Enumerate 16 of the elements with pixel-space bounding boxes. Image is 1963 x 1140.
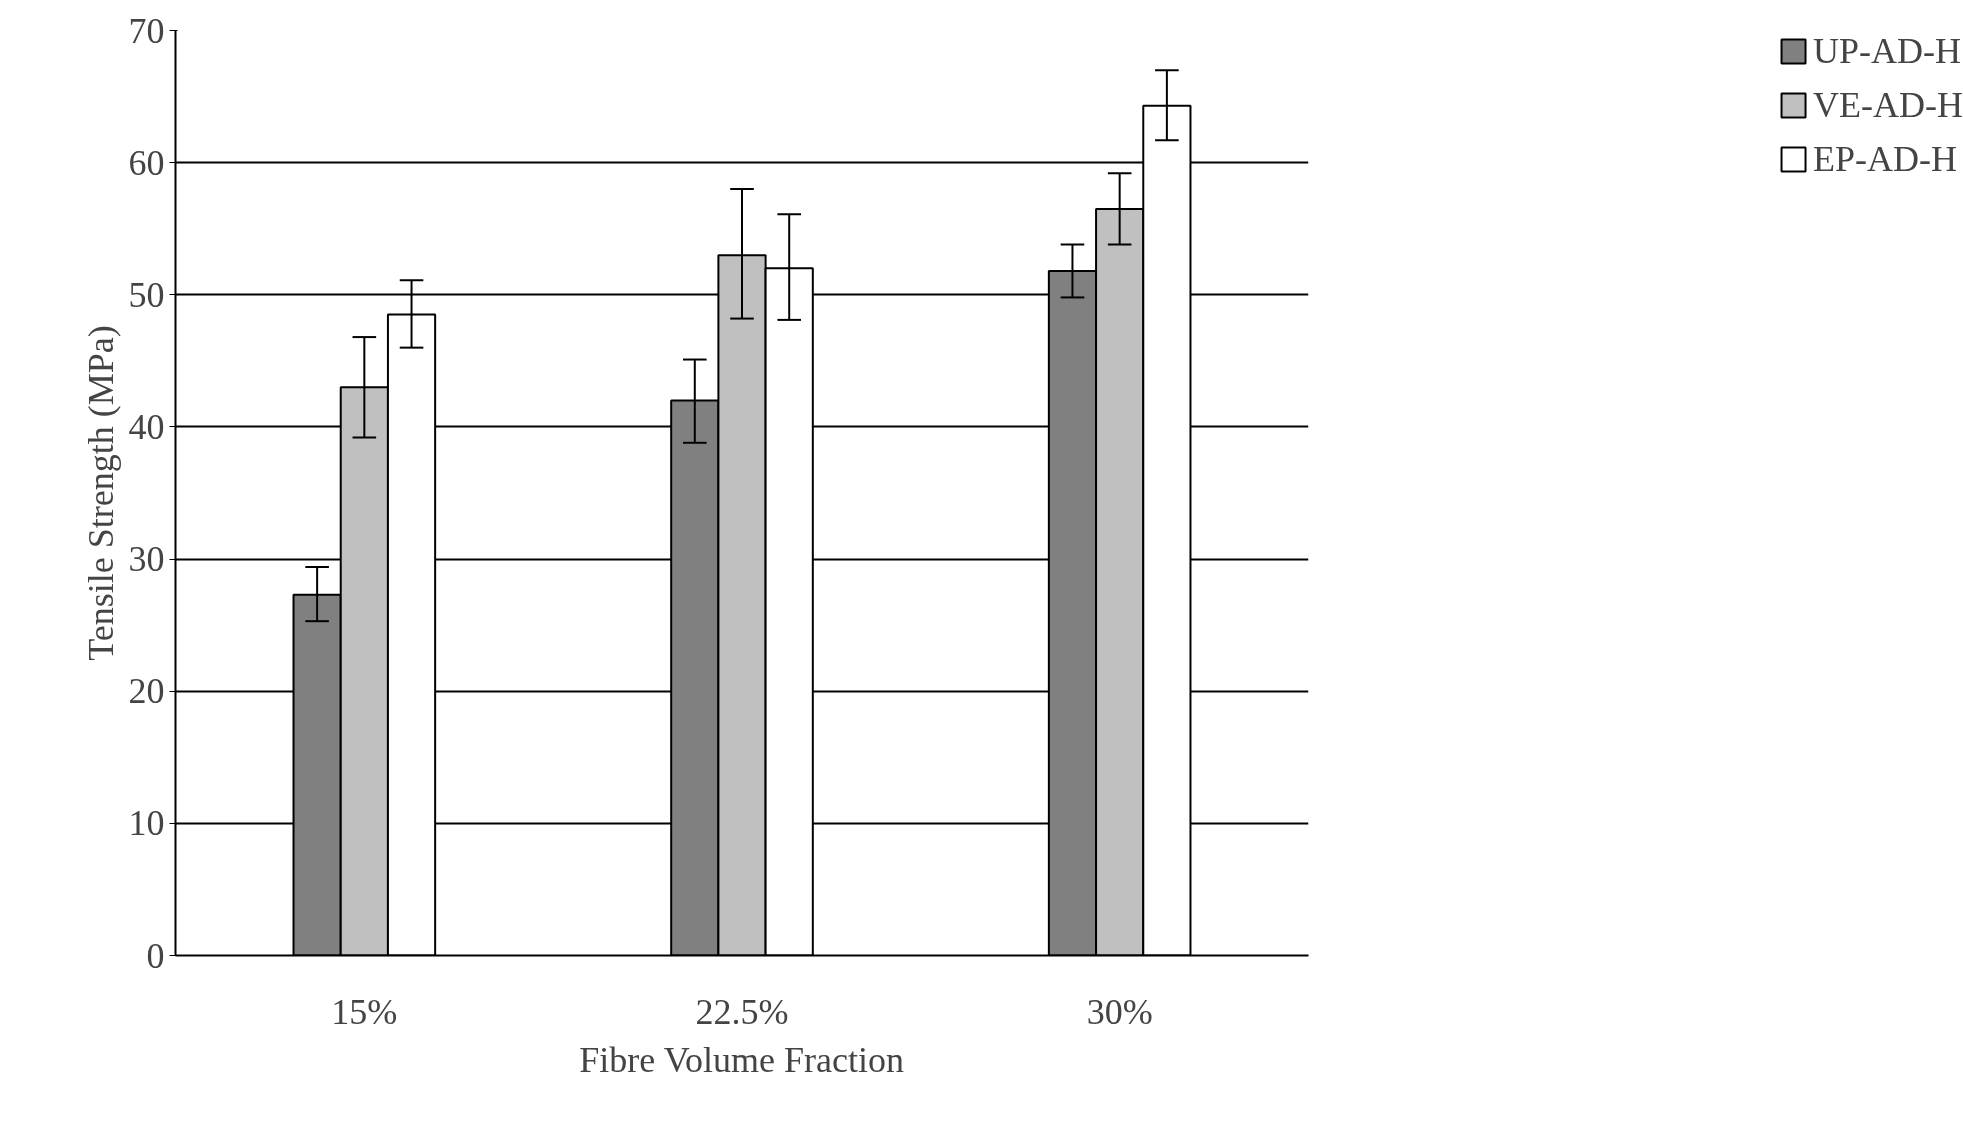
y-tick-label: 10: [128, 803, 165, 844]
legend-label: EP-AD-H: [1813, 138, 1958, 180]
x-axis-title: Fibre Volume Fraction: [579, 1039, 905, 1080]
x-tick-label: 22.5%: [695, 991, 789, 1032]
y-tick-label: 60: [128, 142, 165, 183]
y-tick-label: 0: [146, 935, 165, 976]
y-tick-label: 50: [128, 274, 165, 315]
x-tick-label: 15%: [331, 991, 398, 1032]
y-tick-label: 30: [128, 539, 165, 580]
y-axis-title: Tensile Strength (MPa): [80, 325, 121, 661]
x-tick-label: 30%: [1086, 991, 1153, 1032]
legend-label: UP-AD-H: [1813, 30, 1962, 72]
legend-label: VE-AD-H: [1813, 84, 1963, 126]
y-tick-label: 40: [128, 406, 165, 447]
y-tick-label: 70: [128, 10, 165, 51]
y-tick-label: 20: [128, 671, 165, 712]
